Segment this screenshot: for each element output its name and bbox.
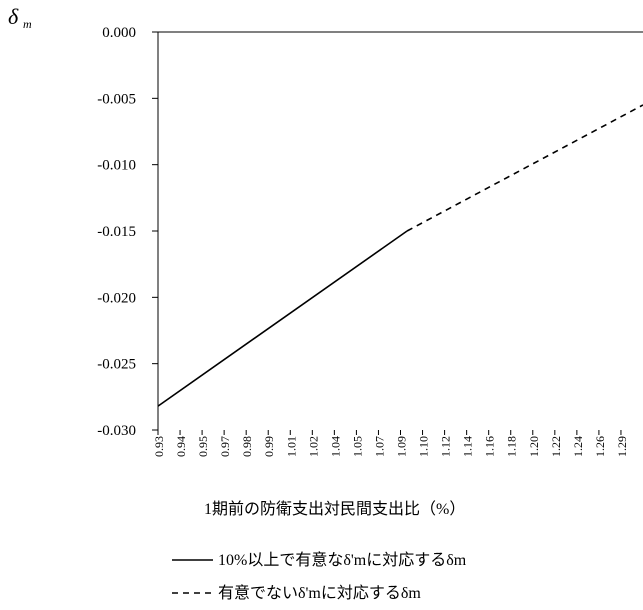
x-tick-label: 0.94 bbox=[174, 436, 188, 457]
series-line-not-significant bbox=[406, 104, 643, 232]
x-tick-label: 1.20 bbox=[527, 436, 541, 457]
x-tick-label: 1.07 bbox=[372, 436, 386, 457]
y-tick-label: -0.020 bbox=[97, 290, 136, 306]
y-tick-label: -0.030 bbox=[97, 423, 136, 439]
x-tick-label: 1.26 bbox=[593, 436, 607, 457]
y-tick-label: -0.010 bbox=[97, 158, 136, 174]
y-tick-label: -0.025 bbox=[97, 357, 136, 373]
y-axis-ticks: 0.000 -0.005 -0.010 -0.015 -0.020 -0.025 -0.03… bbox=[97, 25, 158, 439]
x-tick-label: 0.95 bbox=[196, 436, 210, 457]
x-tick-label: 1.05 bbox=[350, 436, 364, 457]
x-tick-label: 1.24 bbox=[571, 436, 585, 457]
x-tick-label: 1.01 bbox=[284, 436, 298, 457]
y-axis-label-subscript: m bbox=[23, 17, 32, 31]
x-tick-label: 1.10 bbox=[417, 436, 431, 457]
x-tick-label: 1.29 bbox=[615, 436, 629, 457]
legend-label: 有意でないδ'mに対応するδm bbox=[218, 583, 421, 602]
x-tick-label: 1.12 bbox=[439, 436, 453, 457]
y-tick-label: 0.000 bbox=[102, 25, 136, 41]
x-tick-label: 0.98 bbox=[240, 436, 254, 457]
x-tick-label: 0.97 bbox=[218, 436, 232, 457]
x-axis-ticks: 0.93 0.94 0.95 0.97 0.98 0.99 1.01 1.02 1.04 1.05… bbox=[152, 430, 629, 457]
x-axis-label: 1期前の防衛支出対民間支出比（%） bbox=[204, 500, 465, 518]
x-tick-label: 0.99 bbox=[262, 436, 276, 457]
legend: 10%以上で有意なδ'mに対応するδm 有意でないδ'mに対応するδm bbox=[172, 550, 467, 602]
x-tick-label: 1.04 bbox=[328, 436, 342, 457]
series-line-significant bbox=[157, 230, 408, 407]
x-tick-label: 0.93 bbox=[152, 436, 166, 457]
x-tick-label: 1.09 bbox=[395, 436, 409, 457]
x-tick-label: 1.22 bbox=[549, 436, 563, 457]
axes bbox=[157, 31, 643, 430]
x-tick-label: 1.16 bbox=[483, 436, 497, 457]
legend-label: 10%以上で有意なδ'mに対応するδm bbox=[218, 550, 467, 569]
x-tick-label: 1.02 bbox=[306, 436, 320, 457]
x-tick-label: 1.14 bbox=[461, 436, 475, 457]
y-axis-label: δ bbox=[8, 4, 19, 29]
series-lines bbox=[157, 104, 643, 407]
y-tick-label: -0.015 bbox=[97, 224, 136, 240]
y-tick-label: -0.005 bbox=[97, 91, 136, 107]
x-tick-label: 1.18 bbox=[505, 436, 519, 457]
